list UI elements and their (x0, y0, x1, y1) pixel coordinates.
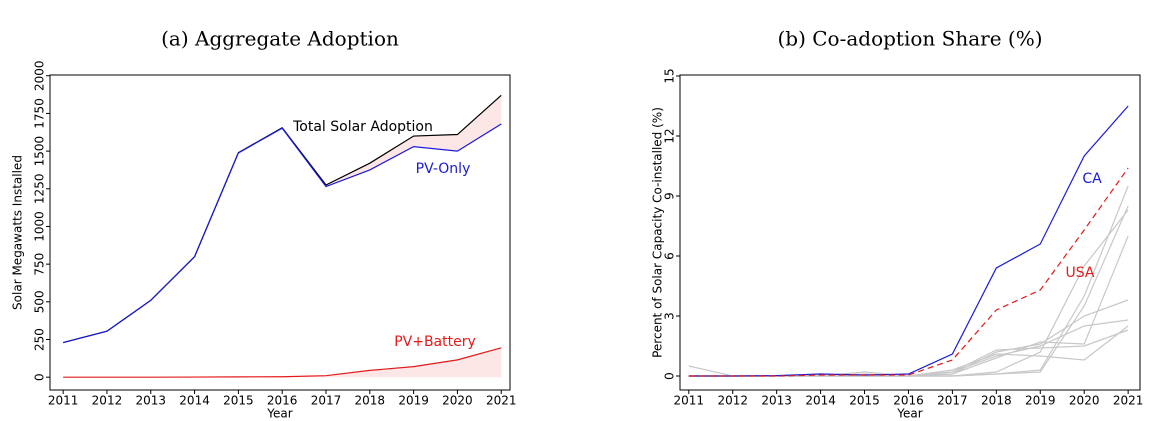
chart-title: (b) Co-adoption Share (%) (777, 27, 1042, 51)
y-tick-label: 1000 (33, 211, 47, 242)
x-tick-label: 2016 (267, 394, 298, 408)
series-line (62, 94, 502, 344)
series-line (688, 329, 1129, 377)
area-fill (63, 95, 502, 343)
y-tick-label: 15 (663, 68, 677, 83)
x-axis-label: Year (896, 407, 922, 421)
series-line (688, 319, 1129, 377)
y-tick-label: 0 (663, 372, 677, 380)
x-tick-label: 2015 (849, 394, 880, 408)
series-line (688, 167, 1129, 377)
y-tick-label: 1250 (33, 174, 47, 205)
y-tick-label: 6 (663, 252, 677, 260)
x-tick-label: 2021 (1113, 394, 1144, 408)
plot-frame (49, 74, 511, 391)
x-tick-label: 2012 (92, 394, 123, 408)
plot-frame (679, 74, 1141, 391)
y-tick-label: 2000 (33, 60, 47, 91)
x-tick-label: 2018 (355, 394, 386, 408)
x-tick-label: 2019 (398, 394, 429, 408)
y-tick-label: 0 (33, 373, 47, 381)
y-axis-label: Percent of Solar Capacity Co-installed (… (651, 107, 665, 358)
y-tick-label: 250 (33, 328, 47, 351)
x-tick-label: 2017 (311, 394, 342, 408)
y-axis-label: Solar Megawatts Installed (11, 155, 25, 310)
x-tick-label: 2016 (893, 394, 924, 408)
x-tick-label: 2021 (486, 394, 517, 408)
x-tick-label: 2015 (223, 394, 254, 408)
series-line (63, 347, 502, 378)
x-tick-label: 2017 (937, 394, 968, 408)
y-tick-label: 9 (663, 192, 677, 200)
y-tick-label: 1500 (33, 136, 47, 167)
series-label: PV-Only (416, 161, 471, 177)
series-line (688, 235, 1129, 377)
series-label: CA (1082, 171, 1102, 187)
series-label: USA (1066, 265, 1095, 281)
series-label: Total Solar Adoption (292, 119, 433, 135)
x-tick-label: 2013 (135, 394, 166, 408)
x-tick-label: 2013 (761, 394, 792, 408)
x-tick-label: 2014 (179, 394, 210, 408)
series-line (62, 123, 502, 344)
x-tick-label: 2019 (1025, 394, 1056, 408)
area-fill (63, 347, 502, 378)
x-tick-label: 2012 (717, 394, 748, 408)
x-tick-label: 2020 (442, 394, 473, 408)
x-tick-label: 2020 (1069, 394, 1100, 408)
y-tick-label: 500 (33, 290, 47, 313)
y-tick-label: 1750 (33, 98, 47, 129)
y-tick-label: 750 (33, 253, 47, 276)
chart-title: (a) Aggregate Adoption (161, 27, 399, 51)
y-tick-label: 3 (663, 312, 677, 320)
series-line (688, 205, 1129, 377)
x-tick-label: 2011 (674, 394, 705, 408)
series-label: PV+Battery (394, 334, 476, 350)
x-tick-label: 2018 (981, 394, 1012, 408)
x-tick-label: 2014 (805, 394, 836, 408)
x-tick-label: 2011 (48, 394, 79, 408)
series-line (688, 209, 1129, 377)
x-axis-label: Year (266, 407, 292, 421)
y-tick-label: 12 (663, 128, 677, 143)
